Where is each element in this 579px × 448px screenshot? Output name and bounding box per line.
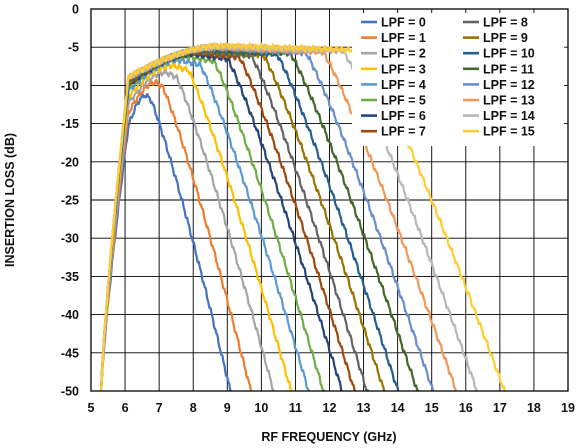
legend-label-lpf-11: LPF = 11: [483, 62, 534, 76]
x-tick-label-14: 19: [561, 401, 575, 415]
y-tick-label-5: -25: [61, 194, 79, 208]
y-axis-label: INSERTION LOSS (dB): [3, 133, 17, 267]
series-line-lpf-1: [100, 79, 253, 392]
legend-label-lpf-5: LPF = 5: [381, 94, 426, 108]
y-tick-label-4: -20: [61, 155, 79, 169]
legend-label-lpf-3: LPF = 3: [381, 62, 426, 76]
y-tick-label-1: -5: [68, 41, 79, 55]
series-line-lpf-0: [100, 93, 232, 392]
y-tick-label-8: -40: [61, 308, 79, 322]
legend-label-lpf-10: LPF = 10: [483, 47, 535, 61]
y-tick-label-3: -15: [61, 117, 79, 131]
x-tick-label-6: 11: [289, 401, 302, 415]
x-axis-label: RF FREQUENCY (GHz): [261, 430, 396, 444]
x-tick-label-8: 13: [357, 401, 371, 415]
legend-label-lpf-1: LPF = 1: [381, 31, 426, 45]
x-tick-label-3: 8: [190, 401, 197, 415]
legend-label-lpf-2: LPF = 2: [381, 47, 426, 61]
x-tick-label-4: 9: [224, 401, 231, 415]
y-tick-label-6: -30: [61, 232, 79, 246]
legend-label-lpf-4: LPF = 4: [381, 78, 426, 92]
series-line-lpf-3: [100, 61, 293, 392]
plot-frame: [90, 8, 569, 392]
x-tick-label-11: 16: [459, 401, 473, 415]
legend-label-lpf-9: LPF = 9: [483, 31, 528, 45]
y-tick-label-9: -45: [61, 346, 79, 360]
legend-label-lpf-15: LPF = 15: [483, 125, 535, 139]
x-tick-label-5: 10: [254, 401, 268, 415]
x-tick-label-10: 15: [425, 401, 439, 415]
y-tick-label-2: -10: [61, 79, 79, 93]
legend-label-lpf-13: LPF = 13: [483, 94, 535, 108]
legend-box: [352, 13, 564, 146]
y-tick-label-10: -50: [61, 385, 79, 399]
series-lines: [100, 42, 507, 392]
x-tick-label-9: 14: [391, 401, 405, 415]
series-line-lpf-2: [100, 68, 276, 392]
x-tick-label-0: 5: [88, 401, 95, 415]
series-line-lpf-15: [100, 42, 507, 392]
x-tick-label-1: 6: [122, 401, 129, 415]
x-tick-label-7: 12: [323, 401, 337, 415]
legend-label-lpf-0: LPF = 0: [381, 16, 426, 30]
x-tick-label-13: 18: [527, 401, 541, 415]
legend-label-lpf-12: LPF = 12: [483, 78, 535, 92]
y-tick-labels: 0 -5 -10 -15 -20 -25 -30 -35 -40 -45 -50: [61, 3, 79, 399]
x-tick-label-2: 7: [156, 401, 163, 415]
legend-label-lpf-8: LPF = 8: [483, 16, 528, 30]
x-tick-label-12: 17: [493, 401, 507, 415]
y-tick-label-7: -35: [61, 270, 79, 284]
legend-label-lpf-7: LPF = 7: [381, 125, 426, 139]
legend-label-lpf-6: LPF = 6: [381, 109, 426, 123]
legend-label-lpf-14: LPF = 14: [483, 109, 535, 123]
y-tick-label-0: 0: [72, 3, 79, 17]
x-tick-labels: 5 6 7 8 9 10 11 12 13 14 15 16 17 18 19: [88, 401, 575, 415]
